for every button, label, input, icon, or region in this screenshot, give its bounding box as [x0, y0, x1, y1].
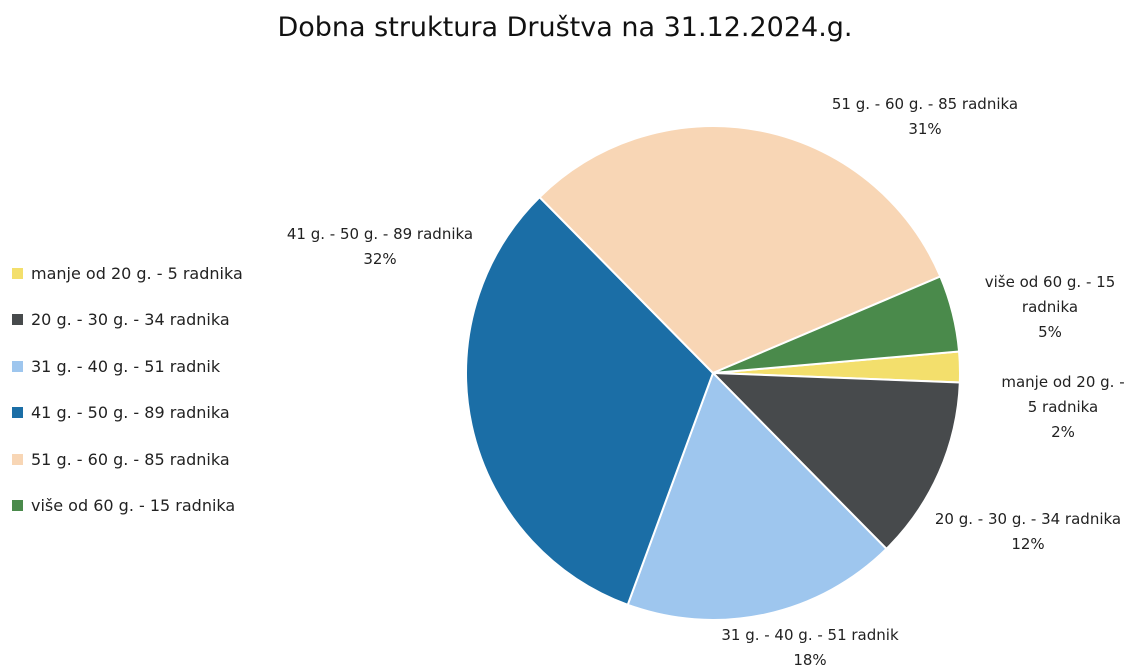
chart-title: Dobna struktura Društva na 31.12.2024.g.	[277, 12, 853, 43]
legend-entry: 20 g. - 30 g. - 34 radnika	[12, 297, 243, 344]
legend-swatch	[12, 267, 23, 279]
legend-entry: 41 g. - 50 g. - 89 radnika	[12, 390, 243, 437]
data-label-name: 51 g. - 60 g. - 85 radnika	[831, 95, 1019, 113]
legend-label: 51 g. - 60 g. - 85 radnika	[31, 449, 230, 469]
legend-swatch	[12, 407, 23, 419]
legend-label: više od 60 g. - 15 radnika	[31, 496, 236, 516]
data-label-name: 20 g. - 30 g. - 34 radnika	[934, 510, 1122, 528]
legend-entry: 51 g. - 60 g. - 85 radnika	[12, 436, 243, 483]
data-label-value: 2%	[1051, 423, 1075, 441]
data-label: manje od 20 g. - 5 radnika 2%	[998, 370, 1128, 445]
pie-slice	[710, 371, 961, 551]
pie-slice	[538, 125, 942, 375]
legend-entry: manje od 20 g. - 5 radnika	[12, 250, 243, 297]
data-label-value: 5%	[1038, 323, 1062, 341]
legend: manje od 20 g. - 5 radnika 20 g. - 30 g. …	[12, 250, 243, 529]
data-label-name: 31 g. - 40 g. - 51 radnik	[721, 626, 899, 644]
data-label-value: 12%	[1011, 535, 1045, 553]
data-label: više od 60 g. - 15 radnika 5%	[980, 270, 1120, 345]
data-label: 20 g. - 30 g. - 34 radnika 12%	[918, 507, 1130, 557]
data-label: 31 g. - 40 g. - 51 radnik 18%	[700, 623, 920, 670]
legend-label: 31 g. - 40 g. - 51 radnik	[31, 356, 221, 376]
data-label-name: više od 60 g. - 15 radnika	[984, 273, 1116, 316]
legend-label: 20 g. - 30 g. - 34 radnika	[31, 310, 230, 330]
legend-swatch	[12, 314, 23, 326]
legend-swatch	[12, 453, 23, 465]
data-label: 51 g. - 60 g. - 85 radnika 31%	[815, 92, 1035, 142]
data-label-name: manje od 20 g. - 5 radnika	[1001, 373, 1125, 416]
data-label-value: 32%	[363, 250, 397, 268]
pie-slice	[712, 275, 961, 374]
pie-slice	[465, 195, 715, 607]
legend-swatch	[12, 360, 23, 372]
legend-entry: 31 g. - 40 g. - 51 radnik	[12, 343, 243, 390]
data-label-value: 18%	[793, 651, 827, 669]
data-label-value: 31%	[908, 120, 942, 138]
legend-swatch	[12, 500, 23, 512]
data-label: 41 g. - 50 g. - 89 radnika 32%	[270, 222, 490, 272]
legend-label: manje od 20 g. - 5 radnika	[31, 263, 243, 283]
pie-slice	[626, 371, 888, 621]
legend-entry: više od 60 g. - 15 radnika	[12, 483, 243, 530]
data-label-name: 41 g. - 50 g. - 89 radnika	[286, 225, 474, 243]
legend-label: 41 g. - 50 g. - 89 radnika	[31, 403, 230, 423]
